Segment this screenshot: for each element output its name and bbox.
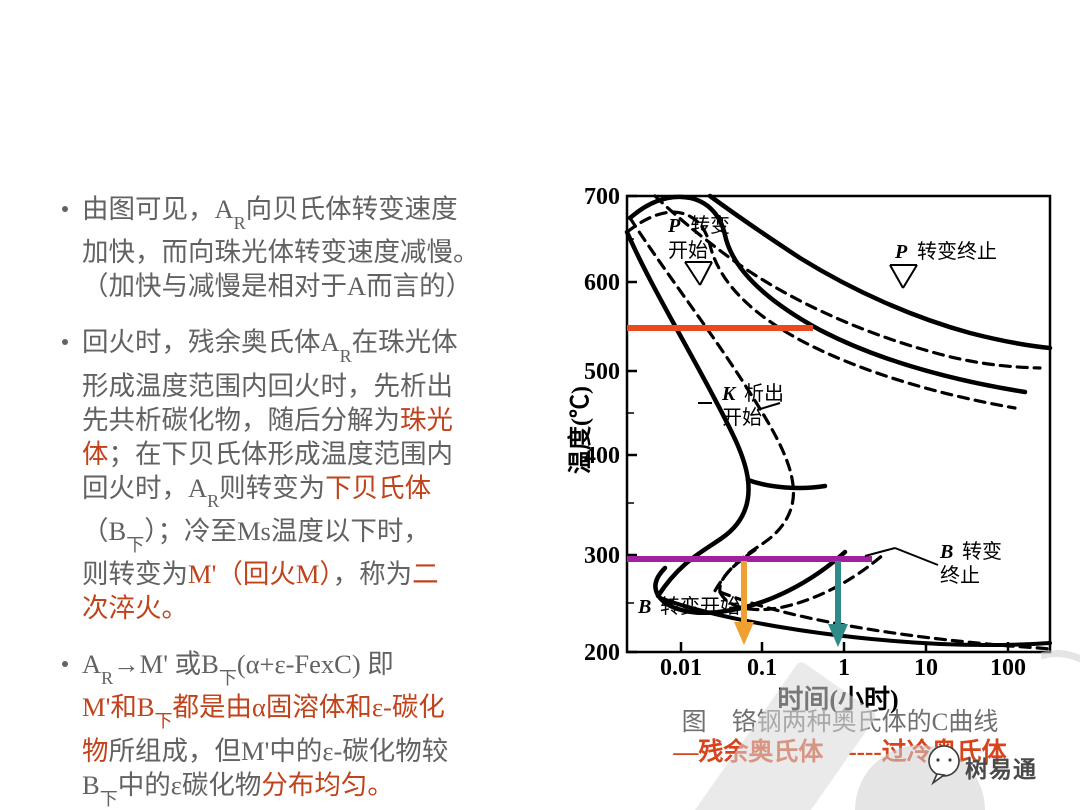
svg-text:终止: 终止 bbox=[940, 564, 980, 587]
svg-text:开始: 开始 bbox=[668, 239, 708, 262]
svg-text:K: K bbox=[721, 383, 737, 405]
svg-text:析出: 析出 bbox=[744, 382, 784, 405]
svg-text:600: 600 bbox=[584, 270, 620, 296]
svg-text:200: 200 bbox=[584, 640, 620, 666]
svg-text:P: P bbox=[667, 215, 681, 237]
svg-text:转变终止: 转变终止 bbox=[917, 240, 997, 263]
svg-text:转变: 转变 bbox=[690, 214, 730, 237]
svg-text:开始: 开始 bbox=[722, 406, 762, 429]
svg-text:B: B bbox=[939, 541, 953, 563]
svg-text:300: 300 bbox=[584, 543, 620, 569]
svg-text:转变开始: 转变开始 bbox=[660, 595, 740, 618]
svg-text:P: P bbox=[894, 241, 908, 263]
svg-text:10: 10 bbox=[914, 655, 938, 681]
svg-text:500: 500 bbox=[584, 359, 620, 385]
svg-text:温度(℃): 温度(℃) bbox=[566, 386, 594, 474]
svg-text:0.01: 0.01 bbox=[660, 655, 702, 681]
svg-text:700: 700 bbox=[584, 184, 620, 210]
svg-text:1: 1 bbox=[838, 655, 850, 681]
svg-text:B: B bbox=[637, 596, 651, 618]
svg-text:100: 100 bbox=[990, 655, 1026, 681]
svg-text:转变: 转变 bbox=[962, 540, 1002, 563]
svg-text:0.1: 0.1 bbox=[747, 655, 777, 681]
